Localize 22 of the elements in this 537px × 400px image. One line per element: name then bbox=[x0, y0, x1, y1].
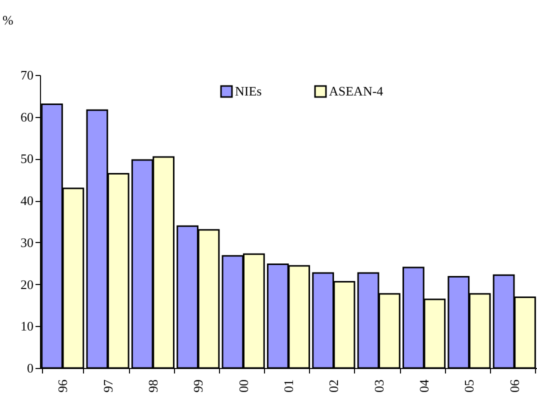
x-tick-label: 98 bbox=[145, 380, 160, 392]
x-tick-label: 03 bbox=[371, 380, 386, 392]
y-tick-label: 0 bbox=[27, 360, 34, 376]
y-tick-label: 30 bbox=[20, 234, 34, 250]
legend-label: NIEs bbox=[235, 84, 262, 99]
x-tick-label: 04 bbox=[416, 379, 432, 392]
y-tick-label: 60 bbox=[20, 109, 34, 124]
x-tick-label: 97 bbox=[100, 379, 116, 392]
x-tick-label: 02 bbox=[326, 380, 342, 392]
legend-label: ASEAN-4 bbox=[329, 84, 384, 99]
x-tick-label: 06 bbox=[506, 379, 522, 392]
y-tick-label: 20 bbox=[20, 276, 34, 292]
x-tick-label: 99 bbox=[190, 380, 206, 392]
x-tick-label: 96 bbox=[55, 379, 70, 392]
x-tick-label: 01 bbox=[281, 380, 296, 392]
y-tick-label: 10 bbox=[20, 318, 34, 334]
y-axis-title: % bbox=[2, 12, 14, 28]
y-tick-label: 50 bbox=[20, 151, 34, 166]
x-tick-label: 05 bbox=[462, 380, 477, 392]
x-tick-label: 00 bbox=[236, 380, 251, 392]
y-tick-label: 40 bbox=[20, 193, 34, 208]
y-tick-label: 70 bbox=[20, 68, 34, 82]
